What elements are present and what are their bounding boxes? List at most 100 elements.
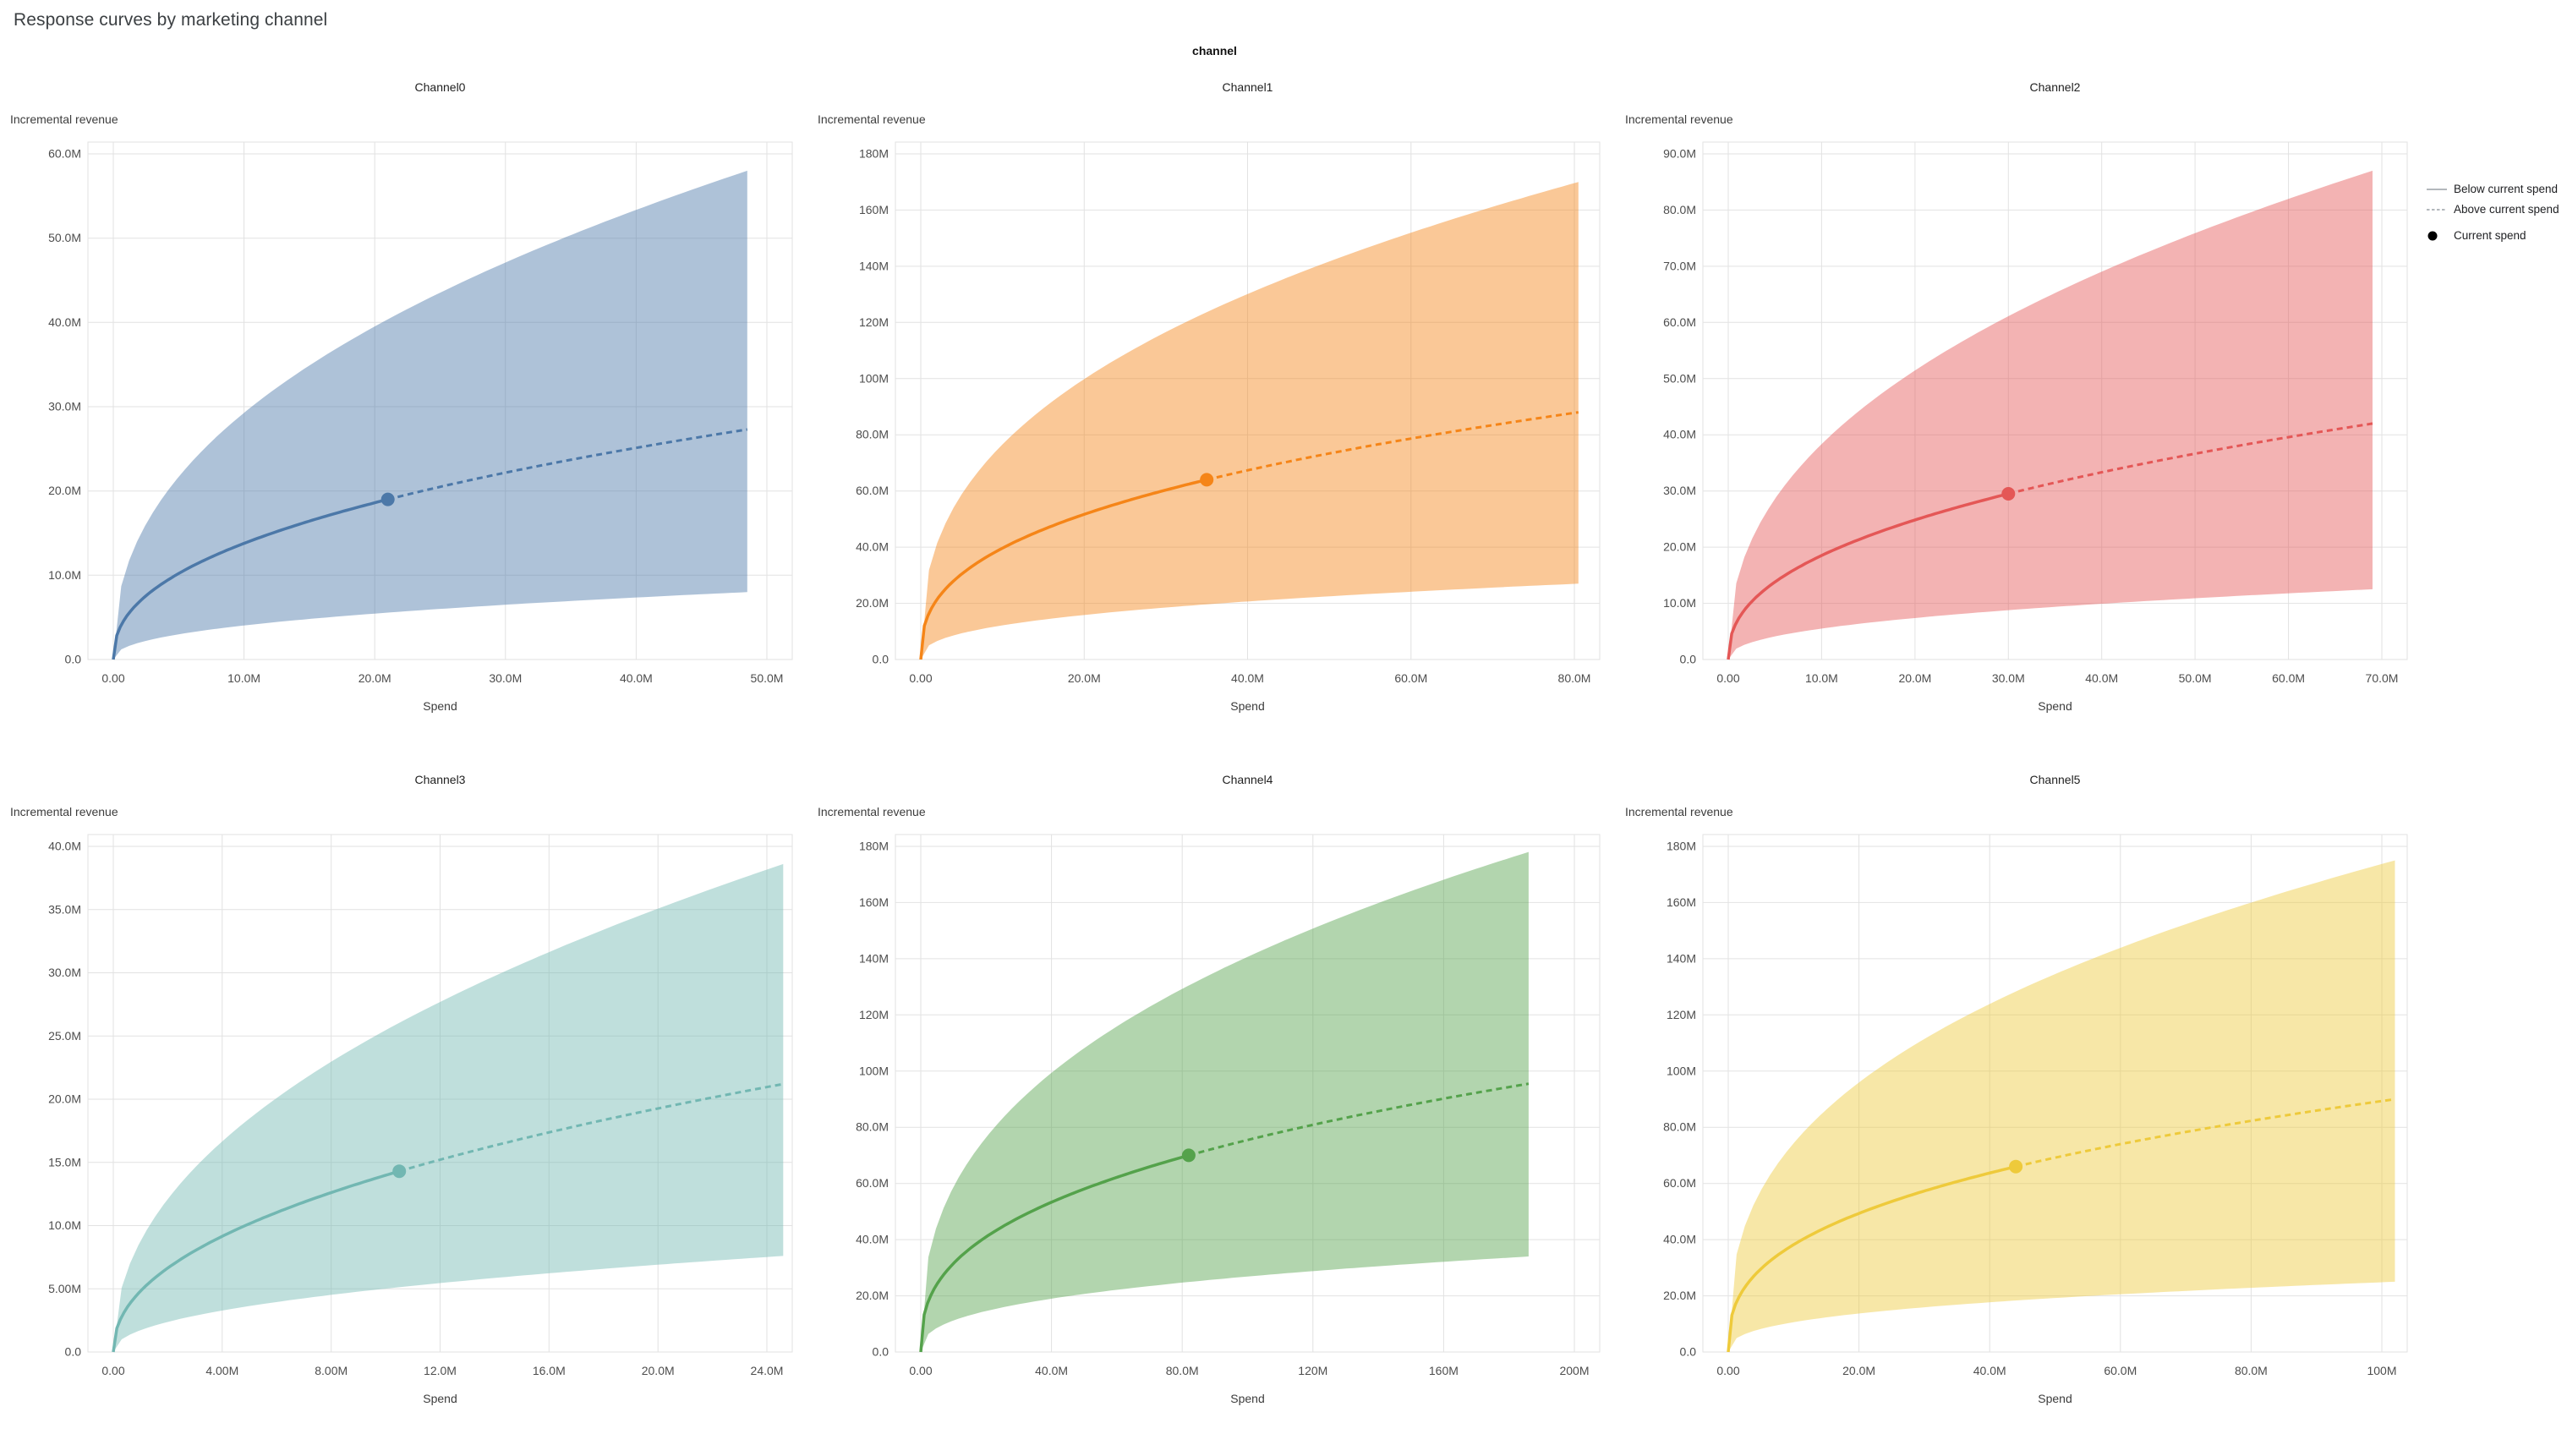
x-tick-label: 0.00 xyxy=(909,671,932,685)
below-current-spend-line xyxy=(112,1169,400,1353)
confidence-band xyxy=(921,182,1579,660)
chart-channel3: Channel3 Incremental revenue 0.0 5.00M 10.0M… xyxy=(3,760,811,1432)
x-tick-label: 20.0M xyxy=(642,1364,675,1377)
y-tick-label: 20.0M xyxy=(1663,540,1696,554)
y-tick-label: 10.0M xyxy=(1663,596,1696,610)
above-current-spend-line xyxy=(1188,1082,1530,1157)
x-tick-label: 40.0M xyxy=(2085,671,2118,685)
x-tick-label: 70.0M xyxy=(2366,671,2399,685)
axis-labels: 0.0 20.0M 40.0M 60.0M 80.0M 100M 120M 140M 160M 1… xyxy=(1663,840,2396,1378)
legend-item-below-current-spend: Below current spend xyxy=(2426,183,2566,195)
x-tick-label: 50.0M xyxy=(751,671,784,685)
current-spend-dot xyxy=(392,1164,407,1179)
x-tick-label: 12.0M xyxy=(424,1364,457,1377)
confidence-band xyxy=(1728,170,2373,660)
plot-channel0: Channel0 Incremental revenue 0.0 10.0M 20.0M… xyxy=(10,80,793,713)
x-tick-label: 60.0M xyxy=(2104,1364,2137,1377)
y-tick-label: 60.0M xyxy=(1663,315,1696,329)
y-tick-label: 0.0 xyxy=(65,653,82,666)
legend-label: Above current spend xyxy=(2454,203,2559,216)
x-tick-label: 50.0M xyxy=(2179,671,2212,685)
above-current-spend-line xyxy=(398,1082,784,1173)
y-tick-label: 160M xyxy=(859,895,889,909)
y-tick-label: 5.00M xyxy=(48,1282,81,1295)
x-axis-title: Spend xyxy=(423,699,457,713)
y-axis-title: Incremental revenue xyxy=(10,112,118,126)
gridlines xyxy=(895,835,1600,1353)
axis-labels: 0.0 10.0M 20.0M 30.0M 40.0M 50.0M 60.0M 70.0M 80… xyxy=(1663,147,2398,686)
y-tick-label: 10.0M xyxy=(48,568,81,582)
below-current-spend-line xyxy=(919,478,1207,660)
figure: channel Channel0 Incremental revenue 0.0 10… xyxy=(0,30,2567,1432)
y-tick-label: 40.0M xyxy=(856,540,889,554)
legend: Below current spend Above current spend … xyxy=(2426,30,2567,1432)
x-tick-label: 120M xyxy=(1298,1364,1327,1377)
x-axis-title: Spend xyxy=(1230,699,1264,713)
current-spend-dot xyxy=(2001,487,2016,501)
x-tick-label: 16.0M xyxy=(533,1364,566,1377)
confidence-band xyxy=(921,851,1529,1352)
y-tick-label: 80.0M xyxy=(856,1120,889,1134)
y-tick-label: 140M xyxy=(859,951,889,965)
above-current-spend-line xyxy=(2015,1097,2395,1169)
y-tick-label: 180M xyxy=(859,147,889,161)
plot-channel5: Channel5 Incremental revenue 0.0 20.0M 40.0M… xyxy=(1625,773,2408,1405)
chart-title: Channel2 xyxy=(2030,80,2081,94)
y-tick-label: 100M xyxy=(859,1064,889,1077)
y-tick-label: 20.0M xyxy=(48,1092,81,1106)
charts-area: channel Channel0 Incremental revenue 0.0 10… xyxy=(3,30,2426,1432)
y-tick-label: 120M xyxy=(859,1008,889,1021)
chart-channel2: Channel2 Incremental revenue 0.0 10.0M 20.0M… xyxy=(1618,68,2426,740)
x-tick-label: 0.00 xyxy=(101,1364,124,1377)
current-spend-dot xyxy=(380,492,395,506)
y-tick-label: 60.0M xyxy=(856,484,889,497)
gridlines xyxy=(895,142,1600,660)
y-tick-label: 80.0M xyxy=(1663,203,1696,216)
axis-labels: 0.0 20.0M 40.0M 60.0M 80.0M 100M 120M 140M 160M 1… xyxy=(856,147,1590,686)
legend-label: Current spend xyxy=(2454,229,2526,242)
chart-title: Channel0 xyxy=(415,80,466,94)
plot-channel1: Channel1 Incremental revenue 0.0 20.0M 40.0M… xyxy=(818,80,1601,713)
solid-line-icon xyxy=(2427,188,2447,190)
x-tick-label: 8.00M xyxy=(315,1364,348,1377)
y-tick-label: 40.0M xyxy=(856,1233,889,1246)
y-tick-label: 160M xyxy=(1667,895,1696,909)
y-tick-label: 25.0M xyxy=(48,1029,81,1043)
y-tick-label: 0.0 xyxy=(1680,1345,1697,1359)
x-tick-label: 20.0M xyxy=(359,671,391,685)
x-tick-label: 0.00 xyxy=(1716,671,1739,685)
x-tick-label: 0.00 xyxy=(1716,1364,1739,1377)
confidence-band xyxy=(1728,860,2395,1352)
gridlines xyxy=(88,835,792,1353)
page-title: Response curves by marketing channel xyxy=(14,10,328,30)
y-tick-label: 50.0M xyxy=(1663,371,1696,385)
y-tick-label: 35.0M xyxy=(48,902,81,916)
y-tick-label: 20.0M xyxy=(48,484,81,497)
x-tick-label: 40.0M xyxy=(1035,1364,1068,1377)
below-current-spend-line xyxy=(919,1153,1190,1353)
gridlines xyxy=(1703,835,2407,1353)
below-current-spend-line xyxy=(1727,492,2009,660)
x-tick-label: 30.0M xyxy=(489,671,522,685)
x-tick-label: 0.00 xyxy=(101,671,124,685)
x-tick-label: 4.00M xyxy=(205,1364,238,1377)
y-tick-label: 80.0M xyxy=(1663,1120,1696,1134)
legend-label: Below current spend xyxy=(2454,183,2559,195)
y-axis-title: Incremental revenue xyxy=(818,805,926,818)
charts-grid: Channel0 Incremental revenue 0.0 10.0M 20.0M… xyxy=(3,68,2426,1432)
x-axis-title: Spend xyxy=(423,1392,457,1405)
x-tick-label: 24.0M xyxy=(751,1364,784,1377)
x-tick-label: 200M xyxy=(1559,1364,1589,1377)
x-tick-label: 80.0M xyxy=(1166,1364,1199,1377)
confidence-band xyxy=(113,170,747,660)
y-tick-label: 50.0M xyxy=(48,231,81,244)
x-tick-label: 20.0M xyxy=(1842,1364,1875,1377)
x-tick-label: 40.0M xyxy=(1973,1364,2006,1377)
x-tick-label: 40.0M xyxy=(620,671,653,685)
axis-labels: 0.0 5.00M 10.0M 15.0M 20.0M 25.0M 30.0M 35.0M 40… xyxy=(48,840,783,1378)
y-tick-label: 140M xyxy=(1667,951,1696,965)
y-tick-label: 15.0M xyxy=(48,1155,81,1169)
y-tick-label: 180M xyxy=(1667,840,1696,853)
x-tick-label: 60.0M xyxy=(1394,671,1427,685)
